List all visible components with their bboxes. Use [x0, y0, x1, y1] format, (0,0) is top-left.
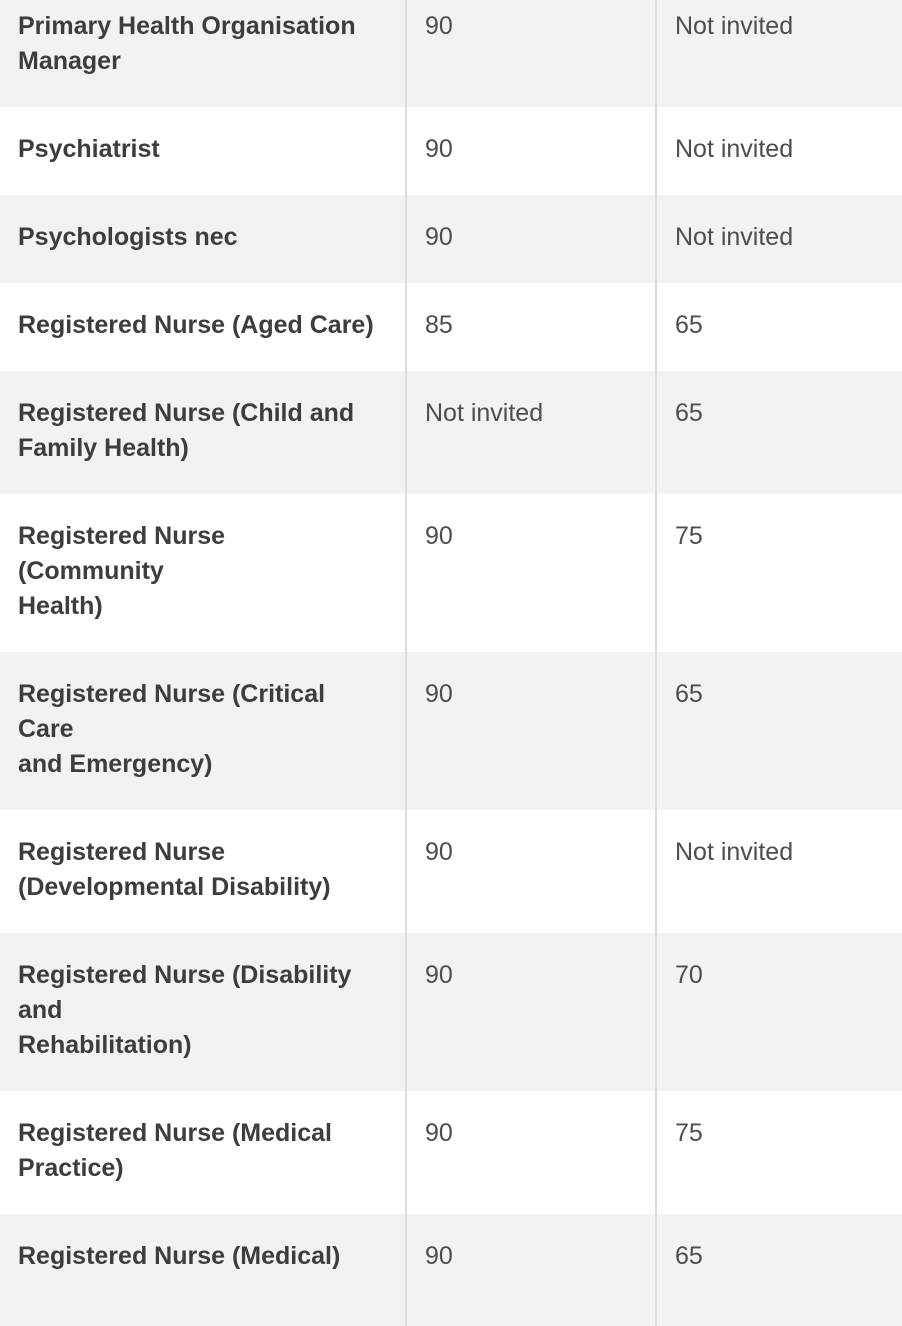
column2-value-cell: 90 [405, 810, 655, 933]
table-row: Primary Health Organisation Manager 90 N… [0, 0, 902, 107]
column3-value-cell: 70 [655, 933, 902, 1091]
occupation-cell: Registered Nurse (Disability and Rehabil… [18, 961, 352, 1059]
column3-value-cell: 65 [655, 1214, 902, 1326]
table-row: Registered Nurse (Aged Care) 85 65 [0, 283, 902, 371]
column3-value-cell: Not invited [655, 810, 902, 933]
column3-value-cell: 65 [655, 652, 902, 810]
column2-value-cell: 90 [405, 1091, 655, 1214]
column2-value-cell: 90 [405, 195, 655, 283]
table-row: Registered Nurse (Developmental Disabili… [0, 810, 902, 933]
table-row: Registered Nurse (Community Health) 90 7… [0, 494, 902, 652]
column2-value-cell: 90 [405, 933, 655, 1091]
occupation-cell: Registered Nurse (Child and Family Healt… [18, 399, 355, 462]
column3-value-cell: 75 [655, 1091, 902, 1214]
column2-value-cell: 90 [405, 494, 655, 652]
table-row: Registered Nurse (Disability and Rehabil… [0, 933, 902, 1091]
column3-value-cell: Not invited [655, 107, 902, 195]
table-row: Registered Nurse (Medical Practice) 90 7… [0, 1091, 902, 1214]
column2-value-cell: 90 [405, 0, 655, 107]
column2-value-cell: 85 [405, 283, 655, 371]
table-row: Psychologists nec 90 Not invited [0, 195, 902, 283]
occupation-cell: Registered Nurse (Developmental Disabili… [18, 838, 331, 901]
occupation-cell: Psychiatrist [18, 135, 160, 163]
column2-value-cell: 90 [405, 1214, 655, 1326]
column3-value-cell: 65 [655, 371, 902, 494]
table-row: Registered Nurse (Medical) 90 65 [0, 1214, 902, 1326]
occupation-cell: Registered Nurse (Medical Practice) [18, 1119, 332, 1182]
column3-value-cell: 75 [655, 494, 902, 652]
column3-value-cell: Not invited [655, 0, 902, 107]
column3-value-cell: Not invited [655, 195, 902, 283]
table-row: Registered Nurse (Child and Family Healt… [0, 371, 902, 494]
occupation-cell: Psychologists nec [18, 223, 238, 251]
table-row: Registered Nurse (Critical Care and Emer… [0, 652, 902, 810]
table-row: Psychiatrist 90 Not invited [0, 107, 902, 195]
occupation-cell: Registered Nurse (Critical Care and Emer… [18, 680, 326, 778]
occupation-cell: Primary Health Organisation Manager [18, 12, 356, 75]
column2-value-cell: 90 [405, 652, 655, 810]
column2-value-cell: 90 [405, 107, 655, 195]
column2-value-cell: Not invited [405, 371, 655, 494]
occupation-cell: Registered Nurse (Aged Care) [18, 311, 374, 339]
column3-value-cell: 65 [655, 283, 902, 371]
occupation-cell: Registered Nurse (Medical) [18, 1242, 341, 1270]
occupation-cell: Registered Nurse (Community Health) [18, 522, 226, 620]
